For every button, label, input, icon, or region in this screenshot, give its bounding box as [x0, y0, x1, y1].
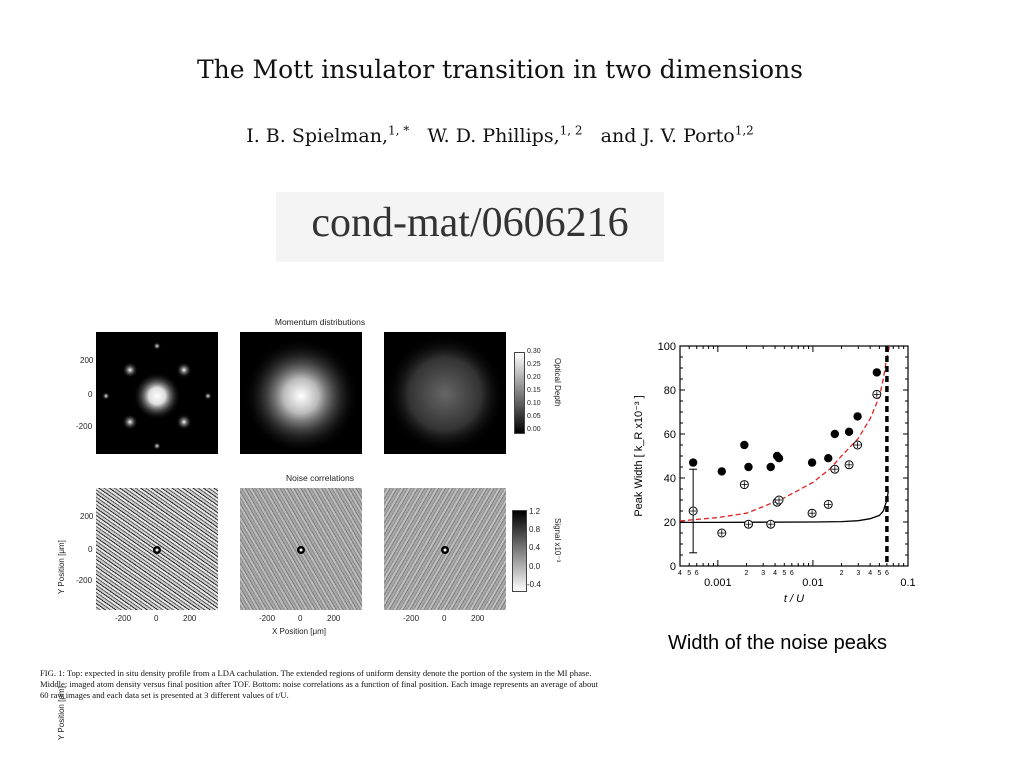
x-tick-label: 0.01 — [802, 577, 823, 589]
x-minor-tick-label: 4 — [773, 570, 777, 577]
x-minor-tick-label: 5 — [877, 570, 881, 577]
noise-image-2 — [297, 546, 305, 554]
y-tick-bottom-2: 0 — [88, 545, 93, 554]
signal-tick-4: 0.0 — [529, 562, 541, 571]
x-tick-2-c: 200 — [327, 614, 341, 623]
x-minor-tick-label: 4 — [868, 570, 872, 577]
noise-image-1 — [153, 546, 161, 554]
y-tick-label: 80 — [664, 385, 676, 397]
od-tick-5: 0.10 — [527, 400, 541, 407]
author-list: I. B. Spielman,1, * W. D. Phillips,1, 2 … — [0, 124, 1000, 147]
paper-title: The Mott insulator transition in two dim… — [197, 55, 803, 84]
od-tick-4: 0.15 — [527, 387, 541, 394]
y-tick-top-1: 200 — [80, 356, 94, 365]
momentum-image-2 — [243, 338, 359, 454]
x-tick-2-a: -200 — [259, 614, 276, 623]
momentum-image-1 — [102, 342, 212, 450]
y-tick-label: 40 — [664, 473, 676, 485]
momentum-title: Momentum distributions — [274, 317, 366, 327]
filled-data-point — [717, 467, 726, 476]
filled-data-point — [744, 462, 753, 472]
signal-tick-5: -0.4 — [527, 580, 541, 589]
arxiv-id: cond-mat/0606216 — [276, 192, 664, 262]
plot-frame — [679, 345, 909, 567]
noise-panel-3 — [384, 488, 506, 610]
od-tick-6: 0.05 — [527, 413, 541, 420]
filled-data-point — [844, 427, 854, 436]
noise-panel-1 — [96, 488, 218, 610]
figure-1: Momentum distributions Y Position [μm] Y… — [40, 310, 620, 740]
x-tick-label: 0.001 — [704, 577, 732, 589]
noise-image-3 — [441, 546, 449, 554]
solid-curve — [680, 491, 889, 524]
x-minor-tick-label: 4 — [678, 570, 682, 577]
noise-peak-caption: Width of the noise peaks — [668, 632, 888, 654]
y-tick-label: 20 — [664, 517, 676, 529]
x-axis-label: X Position [μm] — [272, 627, 326, 636]
y-tick-bottom-1: 200 — [80, 512, 94, 521]
od-tick-7: 0.00 — [527, 426, 541, 433]
x-minor-tick-label: 6 — [695, 570, 699, 577]
x-tick-1-c: 200 — [183, 614, 197, 623]
x-tick-3-a: -200 — [403, 614, 420, 623]
y-tick-label: 60 — [664, 429, 676, 441]
y-tick-label: 0 — [670, 561, 676, 573]
noise-panel-2 — [240, 488, 362, 610]
y-tick-label: 100 — [658, 341, 676, 353]
optical-depth-label: Optical Depth — [553, 358, 562, 407]
filled-data-point — [766, 462, 775, 472]
signal-label: Signal x10⁻³ — [553, 518, 562, 563]
x-tick-label: 0.1 — [900, 577, 915, 589]
x-tick-1-b: 0 — [154, 614, 159, 623]
momentum-panel-3 — [384, 332, 506, 454]
x-minor-tick-label: 5 — [782, 570, 786, 577]
author-1: I. B. Spielman,1, * — [246, 124, 410, 148]
x-tick-1-a: -200 — [115, 614, 132, 623]
od-tick-3: 0.20 — [527, 374, 541, 381]
filled-data-point — [774, 454, 784, 463]
x-minor-tick-label: 3 — [761, 570, 765, 577]
od-tick-1: 0.30 — [527, 348, 541, 355]
filled-data-point — [807, 458, 817, 467]
x-tick-3-c: 200 — [471, 614, 485, 623]
x-minor-tick-label: 2 — [840, 570, 844, 577]
dashed-curve — [679, 345, 891, 522]
noise-title: Noise correlations — [285, 473, 355, 483]
author-3: and J. V. Porto1,2 — [600, 124, 754, 148]
optical-depth-colorbar — [514, 352, 525, 434]
y-tick-top-3: -200 — [76, 422, 93, 431]
filled-data-point — [688, 458, 698, 467]
signal-tick-1: 1.2 — [529, 507, 541, 516]
x-minor-tick-label: 3 — [856, 570, 860, 577]
filled-data-point — [853, 412, 862, 421]
filled-data-point — [740, 440, 749, 450]
author-2: W. D. Phillips,1, 2 — [427, 124, 583, 148]
x-minor-tick-label: 5 — [687, 570, 691, 577]
x-minor-tick-label: 6 — [885, 570, 889, 577]
figure-caption: FIG. 1: Top: expected in situ density pr… — [40, 668, 598, 700]
momentum-image-3 — [385, 334, 505, 454]
filled-data-point — [824, 454, 833, 463]
y-tick-bottom-3: -200 — [76, 576, 93, 585]
od-tick-2: 0.25 — [527, 361, 541, 368]
x-tick-2-b: 0 — [298, 614, 303, 623]
filled-data-point — [872, 368, 882, 377]
y-tick-top-2: 0 — [88, 390, 93, 399]
y-axis-label: Peak Width [ k_R x10⁻³ ] — [633, 395, 645, 516]
signal-colorbar — [512, 510, 527, 592]
x-minor-tick-label: 2 — [745, 570, 749, 577]
momentum-panel-1 — [96, 332, 218, 454]
x-axis-label: t / U — [784, 593, 804, 605]
x-minor-tick-label: 6 — [790, 570, 794, 577]
x-tick-3-b: 0 — [442, 614, 447, 623]
signal-tick-2: 0.8 — [529, 525, 541, 534]
filled-data-point — [830, 429, 840, 439]
y-axis-label-bottom: Y Position [μm] — [57, 540, 66, 594]
momentum-panel-2 — [240, 332, 362, 454]
signal-tick-3: 0.4 — [529, 543, 541, 552]
